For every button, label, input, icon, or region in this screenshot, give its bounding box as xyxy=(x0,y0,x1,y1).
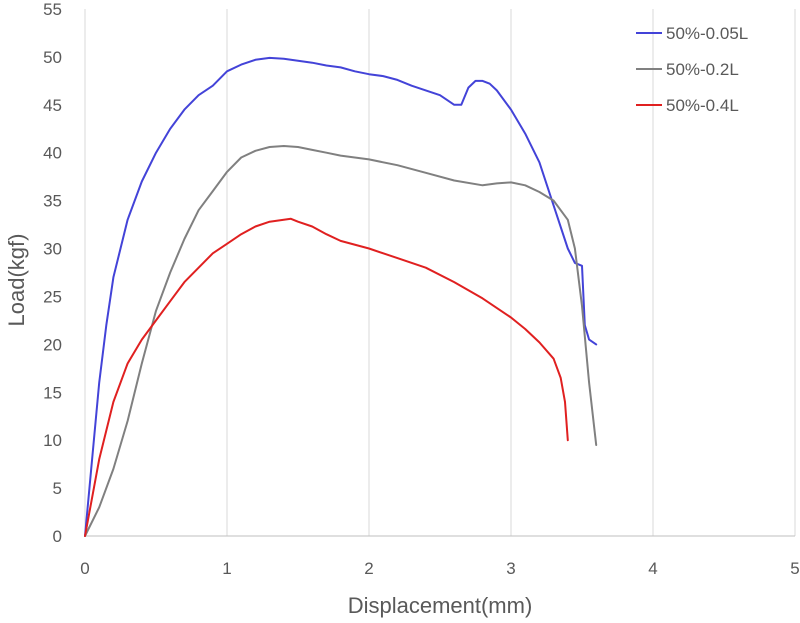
y-tick-label: 10 xyxy=(43,431,62,450)
series-lines xyxy=(84,56,598,537)
legend-label-2: 50%-0.2L xyxy=(666,60,739,79)
series-line-3 xyxy=(84,217,569,537)
y-tick-label: 45 xyxy=(43,96,62,115)
y-axis-ticks: 0 5 10 15 20 25 30 35 40 45 50 55 xyxy=(43,0,62,546)
y-tick-label: 0 xyxy=(53,527,62,546)
x-axis-ticks: 0 1 2 3 4 5 xyxy=(80,559,799,578)
y-axis-title: Load(kgf) xyxy=(4,234,29,327)
chart-grid xyxy=(84,9,796,536)
x-tick-label: 1 xyxy=(222,559,231,578)
x-axis-title: Displacement(mm) xyxy=(348,593,533,618)
y-tick-label: 30 xyxy=(43,240,62,259)
y-tick-label: 20 xyxy=(43,335,62,354)
series-line-1 xyxy=(84,56,598,537)
x-tick-label: 5 xyxy=(790,559,799,578)
x-tick-label: 4 xyxy=(648,559,657,578)
x-tick-label: 0 xyxy=(80,559,89,578)
y-tick-label: 35 xyxy=(43,192,62,211)
legend: 50%-0.05L 50%-0.2L 50%-0.4L xyxy=(636,24,748,115)
y-tick-label: 50 xyxy=(43,48,62,67)
y-tick-label: 55 xyxy=(43,0,62,19)
series-line-2 xyxy=(84,145,598,537)
x-tick-label: 2 xyxy=(364,559,373,578)
y-tick-label: 15 xyxy=(43,383,62,402)
y-tick-label: 40 xyxy=(43,144,62,163)
legend-label-3: 50%-0.4L xyxy=(666,96,739,115)
y-tick-label: 5 xyxy=(53,479,62,498)
x-tick-label: 3 xyxy=(506,559,515,578)
y-tick-label: 25 xyxy=(43,287,62,306)
legend-label-1: 50%-0.05L xyxy=(666,24,748,43)
